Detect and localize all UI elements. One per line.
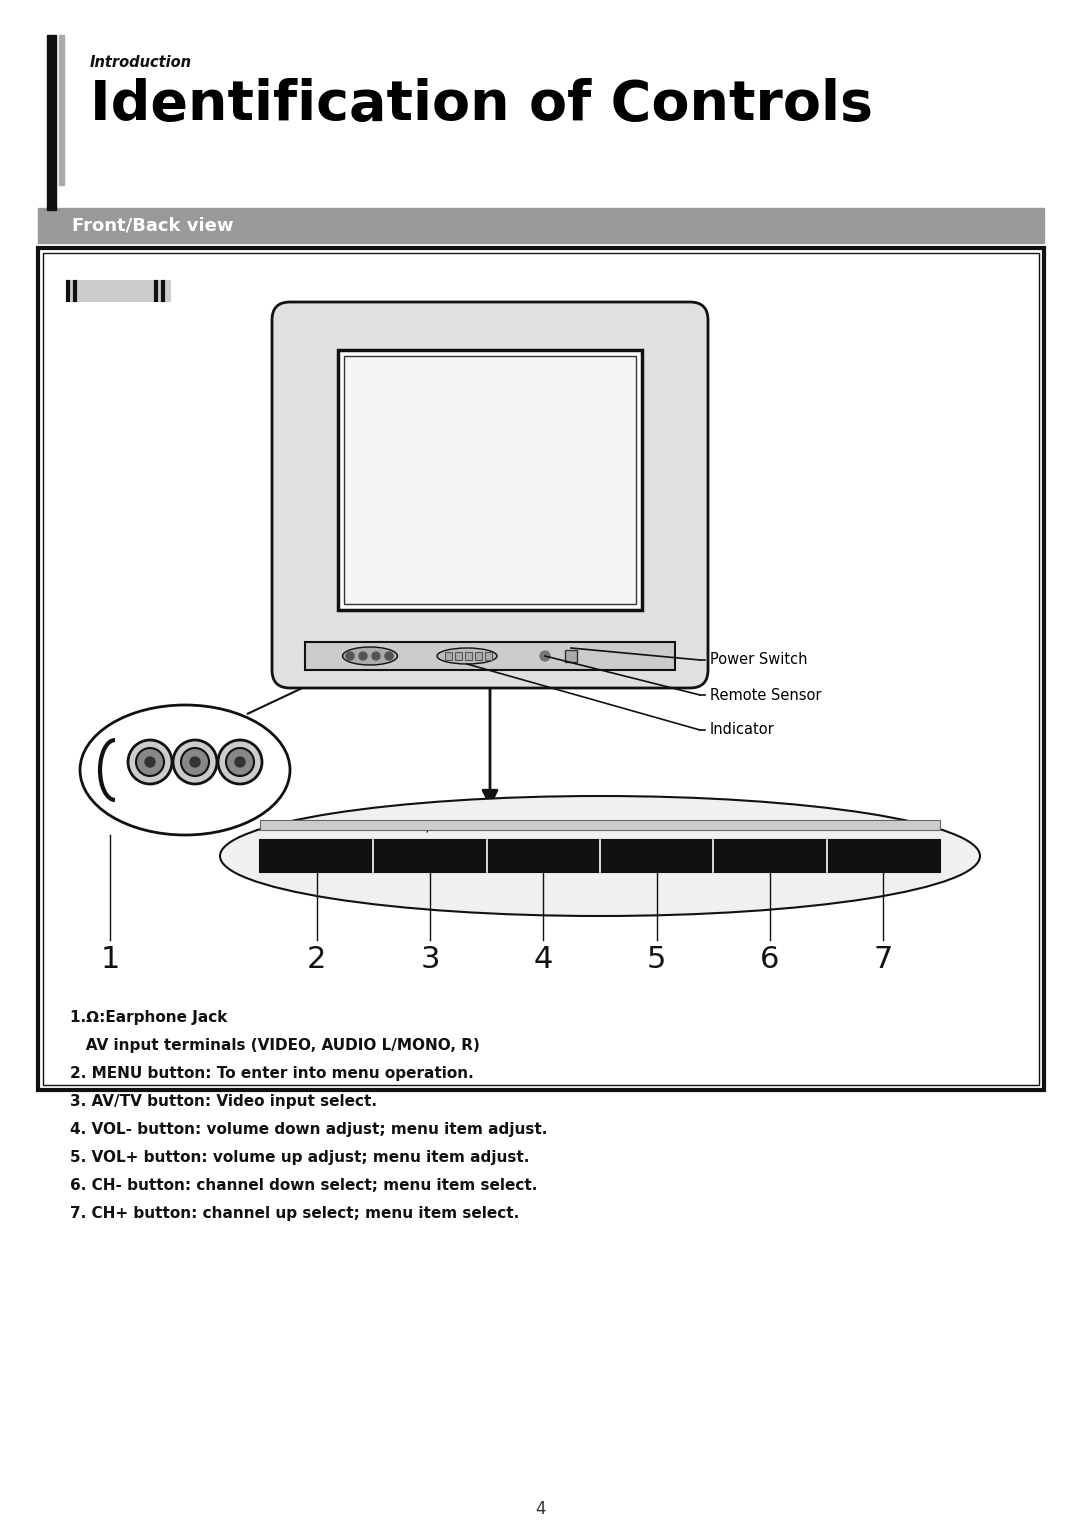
Text: 7. CH+ button: channel up select; menu item select.: 7. CH+ button: channel up select; menu i… (70, 1206, 519, 1222)
Text: 2. MENU button: To enter into menu operation.: 2. MENU button: To enter into menu opera… (70, 1066, 474, 1081)
Text: 3: 3 (420, 945, 440, 974)
Text: Front: Front (82, 282, 132, 299)
Circle shape (540, 651, 550, 661)
Text: CH+: CH+ (868, 822, 899, 834)
Text: Identification of Controls: Identification of Controls (90, 78, 873, 131)
Bar (485, 652, 492, 660)
Circle shape (359, 652, 367, 660)
Bar (305, 641, 675, 670)
Circle shape (372, 652, 380, 660)
Text: 6: 6 (760, 945, 780, 974)
Circle shape (136, 748, 164, 776)
Ellipse shape (80, 705, 291, 835)
Text: Ω  VIDEO  L/MONO   R: Ω VIDEO L/MONO R (112, 803, 238, 812)
Text: VOL+: VOL+ (637, 822, 676, 834)
Bar (260, 840, 940, 872)
Text: AV input terminals (VIDEO, AUDIO L/MONO, R): AV input terminals (VIDEO, AUDIO L/MONO,… (70, 1038, 480, 1054)
Text: 1: 1 (100, 945, 120, 974)
Circle shape (190, 757, 200, 767)
Text: 4. VOL- button: volume down adjust; menu item adjust.: 4. VOL- button: volume down adjust; menu… (70, 1122, 548, 1138)
Text: MENU: MENU (296, 822, 337, 834)
Circle shape (181, 748, 210, 776)
Circle shape (235, 757, 245, 767)
Bar (455, 652, 462, 660)
Circle shape (226, 748, 254, 776)
Ellipse shape (220, 796, 980, 916)
Text: 3. AV/TV button: Video input select.: 3. AV/TV button: Video input select. (70, 1093, 377, 1109)
Circle shape (384, 652, 393, 660)
Circle shape (218, 741, 262, 783)
Circle shape (346, 652, 354, 660)
Bar (445, 652, 453, 660)
Bar (59, 35, 64, 185)
Ellipse shape (342, 647, 397, 664)
Text: AV/TV: AV/TV (409, 822, 450, 834)
Text: 4: 4 (534, 945, 553, 974)
Bar (66, 279, 171, 302)
Text: Indicator: Indicator (710, 722, 774, 738)
Bar (465, 652, 472, 660)
Text: CH-: CH- (758, 822, 782, 834)
Circle shape (129, 741, 172, 783)
Bar (43, 253, 1039, 1086)
Bar (345, 356, 636, 605)
Bar (38, 247, 1044, 1090)
Bar (38, 208, 1044, 243)
Text: Remote Sensor: Remote Sensor (710, 687, 822, 702)
Text: 5. VOL+ button: volume up adjust; menu item adjust.: 5. VOL+ button: volume up adjust; menu i… (70, 1150, 529, 1165)
Circle shape (145, 757, 156, 767)
Circle shape (173, 741, 217, 783)
Text: 2: 2 (307, 945, 326, 974)
Text: VOL-: VOL- (527, 822, 559, 834)
Bar (338, 350, 642, 609)
Text: Introduction: Introduction (90, 55, 192, 70)
Text: Front/Back view: Front/Back view (72, 217, 233, 235)
Text: Power Switch: Power Switch (710, 652, 808, 667)
Bar (565, 651, 577, 663)
Ellipse shape (437, 647, 497, 664)
Bar (48, 35, 56, 211)
FancyBboxPatch shape (272, 302, 708, 689)
Bar (475, 652, 482, 660)
Text: 5: 5 (647, 945, 666, 974)
Text: 1.Ω:Earphone Jack: 1.Ω:Earphone Jack (70, 1009, 228, 1025)
Bar (260, 820, 940, 831)
Text: 7: 7 (874, 945, 893, 974)
Text: 6. CH- button: channel down select; menu item select.: 6. CH- button: channel down select; menu… (70, 1177, 538, 1193)
Text: 4: 4 (535, 1500, 545, 1518)
